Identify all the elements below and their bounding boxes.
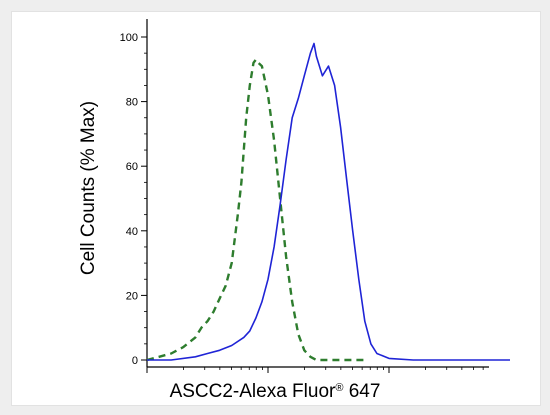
chart-panel	[11, 11, 541, 406]
y-tick-label: 60	[126, 161, 138, 173]
y-tick-label: 100	[120, 32, 138, 44]
y-tick-label: 80	[126, 97, 138, 109]
x-axis-label: ASCC2-Alexa Fluor® 647	[0, 381, 550, 403]
x-axis-label-tail: 647	[343, 381, 381, 402]
y-tick-label: 0	[132, 355, 138, 367]
y-tick-label: 40	[126, 226, 138, 238]
x-axis-label-mark: ®	[335, 382, 344, 394]
x-axis-label-main: ASCC2-Alexa Fluor	[169, 381, 336, 402]
sample-histogram-line	[147, 42, 510, 361]
y-tick-label: 20	[126, 290, 138, 302]
control-histogram-line	[146, 58, 365, 362]
y-axis-label: Cell Counts (% Max)	[78, 100, 99, 276]
